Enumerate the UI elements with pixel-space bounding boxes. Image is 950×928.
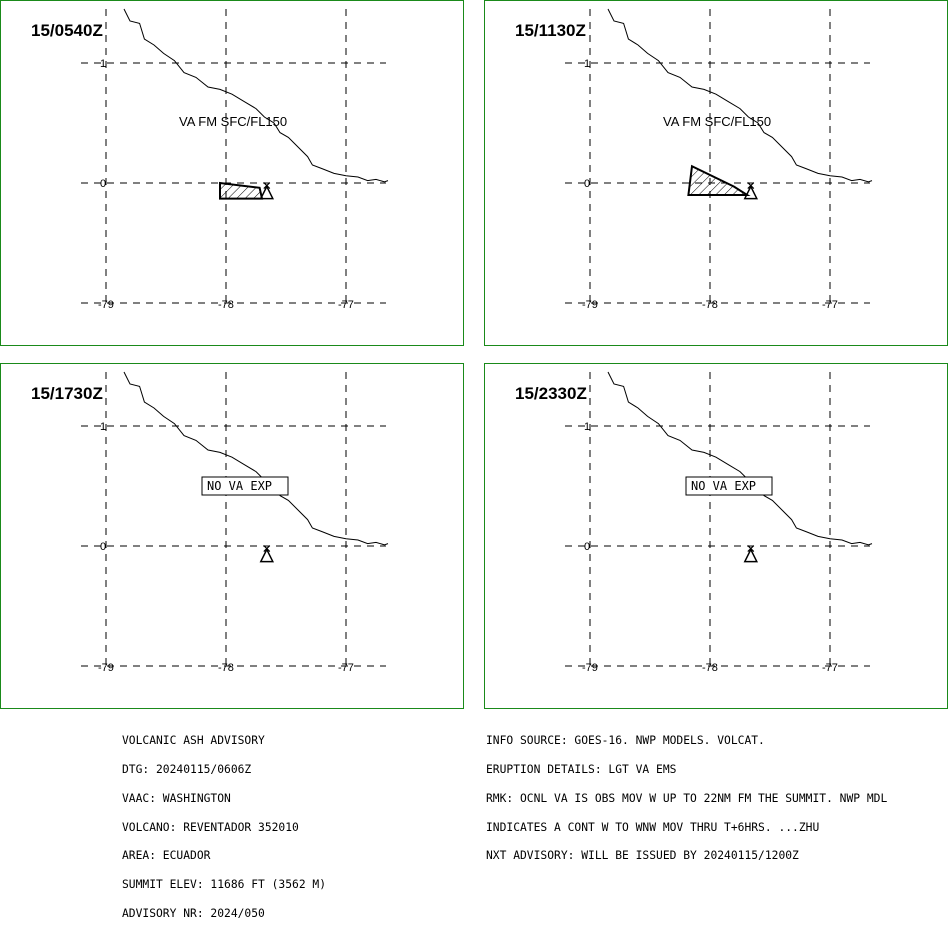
ash-cloud-label: VA FM SFC/FL150 <box>179 114 287 129</box>
lon-tick-label: -78 <box>702 299 718 311</box>
ash-cloud-polygon <box>687 164 751 196</box>
advisory-line: INDICATES A CONT W TO WNW MOV THRU T+6HR… <box>486 820 820 834</box>
advisory-line: VAAC: WASHINGTON <box>122 791 231 805</box>
volcano-icon <box>259 545 275 563</box>
ash-cloud-label: VA FM SFC/FL150 <box>663 114 771 129</box>
forecast-panel-t0: -79 -78 -77 1 0 15/0540Z VA FM SFC/FL150 <box>0 0 464 346</box>
lon-tick-label: -78 <box>702 662 718 674</box>
forecast-panel-t6: -79 -78 -77 1 0 15/1130Z VA FM SFC/FL150 <box>484 0 948 346</box>
lon-tick-label: -77 <box>822 299 838 311</box>
lat-tick-label: 0 <box>584 178 590 190</box>
volcano-icon <box>743 545 759 563</box>
lat-tick-label: 0 <box>584 541 590 553</box>
panel-time-label: 15/1130Z <box>515 21 586 40</box>
advisory-line: INFO SOURCE: GOES-16. NWP MODELS. VOLCAT… <box>486 734 765 748</box>
coastline <box>607 371 873 546</box>
coastline <box>607 8 873 183</box>
advisory-line: ERUPTION DETAILS: LGT VA EMS <box>486 762 677 776</box>
lon-tick-label: -79 <box>582 299 598 311</box>
advisory-line: NXT ADVISORY: WILL BE ISSUED BY 20240115… <box>486 849 799 863</box>
advisory-line: DTG: 20240115/0606Z <box>122 762 252 776</box>
lat-tick-label: 1 <box>100 58 106 70</box>
no-va-box: NO VA EXP <box>201 476 289 496</box>
lat-tick-label: 0 <box>100 541 106 553</box>
advisory-line: ADVISORY NR: 2024/050 <box>122 906 265 920</box>
advisory-line: VOLCANIC ASH ADVISORY <box>122 734 265 748</box>
graticule <box>565 372 870 670</box>
lon-tick-label: -78 <box>218 299 234 311</box>
no-va-box: NO VA EXP <box>685 476 773 496</box>
graticule <box>81 372 386 670</box>
advisory-remarks-block: INFO SOURCE: GOES-16. NWP MODELS. VOLCAT… <box>486 717 887 871</box>
volcano-icon <box>259 182 275 200</box>
lon-tick-label: -79 <box>582 662 598 674</box>
lon-tick-label: -77 <box>338 299 354 311</box>
lon-tick-label: -77 <box>822 662 838 674</box>
advisory-line: VOLCANO: REVENTADOR 352010 <box>122 820 299 834</box>
advisory-header-block: VOLCANIC ASH ADVISORY DTG: 20240115/0606… <box>122 717 326 928</box>
lon-tick-label: -78 <box>218 662 234 674</box>
coastline <box>123 371 389 546</box>
no-va-label: NO VA EXP <box>207 479 272 493</box>
advisory-line: RMK: OCNL VA IS OBS MOV W UP TO 22NM FM … <box>486 791 888 805</box>
advisory-line: AREA: ECUADOR <box>122 849 211 863</box>
panel-time-label: 15/1730Z <box>31 384 103 403</box>
panel-time-label: 15/0540Z <box>31 21 103 40</box>
advisory-line: SUMMIT ELEV: 11686 FT (3562 M) <box>122 878 327 892</box>
lon-tick-label: -79 <box>98 662 114 674</box>
map-canvas: -79 -78 -77 1 0 15/1730Z NO VA EXP <box>31 371 389 674</box>
map-canvas: -79 -78 -77 1 0 15/0540Z VA FM SFC/FL150 <box>31 8 389 311</box>
lat-tick-label: 0 <box>100 178 106 190</box>
graticule <box>565 9 870 307</box>
lon-tick-label: -79 <box>98 299 114 311</box>
forecast-panel-t12: -79 -78 -77 1 0 15/1730Z NO VA EXP <box>0 363 464 709</box>
map-canvas: -79 -78 -77 1 0 15/2330Z NO VA EXP <box>515 371 873 674</box>
lat-tick-label: 1 <box>100 421 106 433</box>
map-canvas: -79 -78 -77 1 0 15/1130Z VA FM SFC/FL150 <box>515 8 873 311</box>
panel-time-label: 15/2330Z <box>515 384 587 403</box>
coastline <box>123 8 389 183</box>
ash-cloud-polygon <box>219 181 264 200</box>
volcano-icon <box>743 182 759 200</box>
lat-tick-label: 1 <box>584 58 590 70</box>
lat-tick-label: 1 <box>584 421 590 433</box>
forecast-panel-t18: -79 -78 -77 1 0 15/2330Z NO VA EXP <box>484 363 948 709</box>
no-va-label: NO VA EXP <box>691 479 756 493</box>
lon-tick-label: -77 <box>338 662 354 674</box>
graticule <box>81 9 386 307</box>
